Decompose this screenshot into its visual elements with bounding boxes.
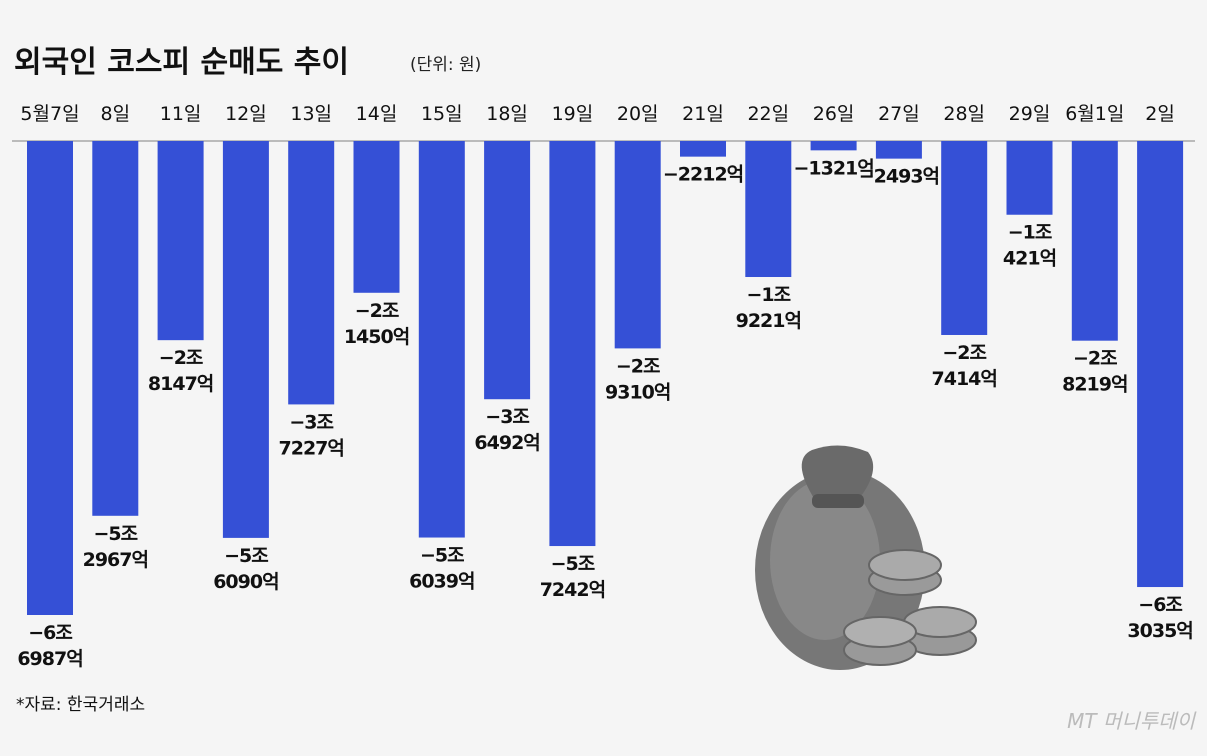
bar bbox=[484, 141, 531, 400]
value-label: −2493억 bbox=[859, 166, 939, 188]
value-label: −5조 bbox=[551, 553, 595, 575]
value-label: 6987억 bbox=[17, 648, 82, 670]
value-label: −3조 bbox=[485, 406, 529, 428]
bar bbox=[1006, 141, 1053, 215]
value-label: 7414억 bbox=[932, 368, 997, 390]
x-tick-label: 12일 bbox=[225, 103, 267, 125]
bar bbox=[418, 141, 465, 538]
unit-note: (단위: 원) bbox=[410, 55, 481, 75]
value-label: 9221억 bbox=[736, 310, 801, 332]
value-label: 421억 bbox=[1003, 248, 1056, 270]
value-label: −6조 bbox=[28, 622, 72, 644]
bar bbox=[680, 141, 726, 157]
x-tick-label: 5월7일 bbox=[20, 103, 79, 125]
logo: MT 머니투데이 bbox=[1067, 709, 1196, 733]
value-label: 8147억 bbox=[148, 373, 213, 395]
bar bbox=[549, 141, 596, 547]
x-tick-label: 22일 bbox=[747, 103, 789, 125]
money-bag-illustration bbox=[755, 445, 977, 670]
x-tick-label: 20일 bbox=[617, 103, 659, 125]
value-label: 9310억 bbox=[605, 381, 670, 403]
bar bbox=[1071, 141, 1118, 341]
x-tick-label: 19일 bbox=[552, 103, 594, 125]
value-label: 6090억 bbox=[213, 571, 278, 593]
bar bbox=[810, 141, 857, 151]
value-label: 8219억 bbox=[1062, 374, 1127, 396]
x-tick-label: 18일 bbox=[486, 103, 528, 125]
bar bbox=[614, 141, 661, 349]
value-label: −6조 bbox=[1138, 594, 1182, 616]
value-label: −2조 bbox=[1073, 348, 1117, 370]
x-tick-label: 26일 bbox=[813, 103, 855, 125]
value-label: 3035억 bbox=[1127, 620, 1192, 642]
x-tick-label: 11일 bbox=[160, 103, 202, 125]
x-tick-label: 27일 bbox=[878, 103, 920, 125]
source-note: *자료: 한국거래소 bbox=[16, 695, 145, 715]
value-label: 6492억 bbox=[474, 432, 539, 454]
bar bbox=[875, 141, 922, 159]
value-label: −3조 bbox=[289, 411, 333, 433]
bar bbox=[353, 141, 400, 293]
value-label: −5조 bbox=[93, 523, 137, 545]
value-label: −2조 bbox=[616, 355, 660, 377]
value-label: 7227억 bbox=[279, 437, 344, 459]
value-label: −5조 bbox=[420, 545, 464, 567]
bar bbox=[941, 141, 988, 335]
x-tick-label: 8일 bbox=[101, 103, 131, 125]
chart-title: 외국인 코스피 순매도 추이 bbox=[14, 45, 349, 80]
x-tick-label: 28일 bbox=[943, 103, 985, 125]
bar bbox=[1137, 141, 1184, 588]
value-label: 7242억 bbox=[540, 579, 605, 601]
bar bbox=[157, 141, 204, 341]
value-label: −2212억 bbox=[663, 164, 743, 186]
x-tick-label: 13일 bbox=[290, 103, 332, 125]
bar bbox=[745, 141, 792, 278]
x-tick-label: 15일 bbox=[421, 103, 463, 125]
value-label: −1조 bbox=[1008, 222, 1052, 244]
bar bbox=[27, 141, 73, 615]
x-tick-label: 29일 bbox=[1009, 103, 1051, 125]
x-tick-label: 14일 bbox=[356, 103, 398, 125]
bar bbox=[222, 141, 269, 538]
x-tick-label: 2일 bbox=[1145, 103, 1175, 125]
value-label: 6039억 bbox=[409, 571, 474, 593]
value-label: −5조 bbox=[224, 545, 268, 567]
x-tick-label: 6월1일 bbox=[1065, 103, 1124, 125]
value-label: −1321억 bbox=[793, 157, 873, 179]
bar bbox=[288, 141, 335, 405]
x-tick-label: 21일 bbox=[682, 103, 724, 125]
value-label: −2조 bbox=[159, 347, 203, 369]
value-label: 1450억 bbox=[344, 326, 409, 348]
value-label: −2조 bbox=[355, 300, 399, 322]
value-label: 2967억 bbox=[83, 549, 148, 571]
value-label: −1조 bbox=[746, 284, 790, 306]
bar bbox=[92, 141, 139, 516]
value-label: −2조 bbox=[942, 342, 986, 364]
